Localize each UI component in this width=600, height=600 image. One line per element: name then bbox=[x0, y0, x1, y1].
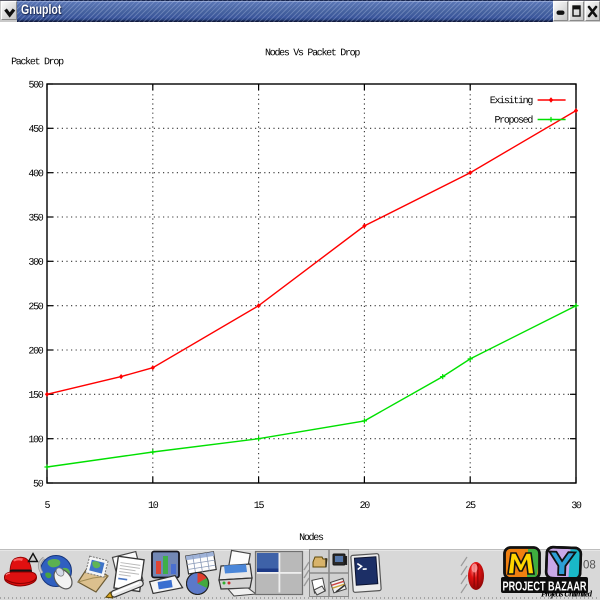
svg-text:450: 450 bbox=[28, 125, 43, 136]
svg-text:Nodes Vs Packet Drop: Nodes Vs Packet Drop bbox=[265, 47, 360, 59]
svg-text:15: 15 bbox=[254, 501, 265, 512]
svg-text:30: 30 bbox=[571, 501, 582, 512]
svg-text:Proposed: Proposed bbox=[494, 115, 533, 127]
svg-text:Nodes: Nodes bbox=[299, 532, 324, 544]
svg-text:50: 50 bbox=[33, 480, 44, 491]
svg-text:5: 5 bbox=[45, 501, 51, 512]
svg-text:PROJECT BAZAAR: PROJECT BAZAAR bbox=[503, 580, 587, 594]
svg-text:100: 100 bbox=[28, 435, 43, 446]
svg-text:08: 08 bbox=[583, 560, 596, 572]
svg-text:200: 200 bbox=[28, 347, 43, 358]
svg-text:Packet Drop: Packet Drop bbox=[11, 56, 64, 68]
svg-text:400: 400 bbox=[28, 169, 43, 180]
svg-text:20: 20 bbox=[360, 501, 371, 512]
svg-text:250: 250 bbox=[28, 302, 43, 313]
svg-text:350: 350 bbox=[28, 214, 43, 225]
svg-text:10: 10 bbox=[148, 501, 159, 512]
svg-text:150: 150 bbox=[28, 391, 43, 402]
svg-text:Exisiting: Exisiting bbox=[490, 95, 534, 107]
svg-text:300: 300 bbox=[28, 258, 43, 269]
svg-text:500: 500 bbox=[28, 81, 43, 92]
svg-text:25: 25 bbox=[465, 501, 476, 512]
svg-text:Projects Unlimited: Projects Unlimited bbox=[541, 589, 593, 599]
